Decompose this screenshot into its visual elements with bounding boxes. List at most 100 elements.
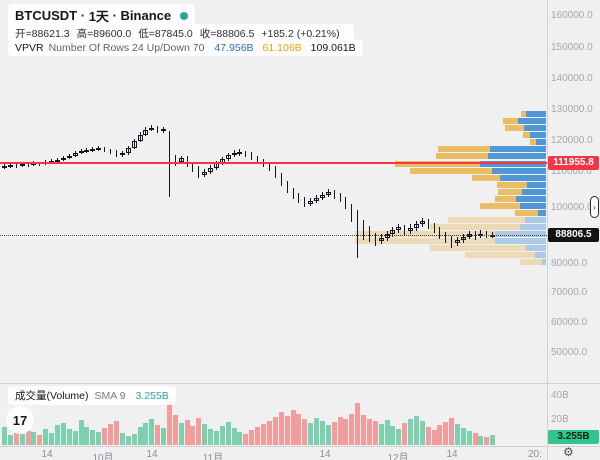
candle-body [20,164,25,166]
vpvr-bar-up [526,245,546,251]
volume-bar [155,425,160,445]
candle-body [67,156,72,158]
volume-bar [349,414,354,445]
volume-bar [314,418,319,445]
candle-wick [181,156,182,164]
volume-legend-title[interactable]: 成交量(Volume) [15,390,89,402]
pane-separator[interactable] [0,383,600,384]
price-tick: 120000.0 [551,135,593,146]
vpvr-bar-down [472,175,500,181]
volume-bar [161,428,166,445]
price-tick: 160000.0 [551,10,593,21]
volume-bar [473,433,478,445]
vpvr-bar-down [497,182,527,188]
candle-wick [398,224,399,233]
vpvr-bar-up [520,203,546,209]
candle-body [455,240,460,243]
volume-bar [8,435,13,445]
volume-bar [279,412,284,445]
time-tick: 12月 [387,453,409,460]
volume-tick: 20B [551,414,569,425]
price-tick: 100000.0 [551,202,593,213]
volume-bar [308,423,313,445]
volume-bar [61,423,66,445]
candle-wick [428,219,429,229]
symbol-name: BTCUSDT [15,8,78,23]
candle-body [379,238,384,241]
volume-bar [31,432,36,445]
candle-wick [328,189,329,197]
volume-bar [484,437,489,445]
vpvr-bar-down [498,189,522,195]
candle-wick [451,236,452,248]
indicator-name[interactable]: VPVR [15,42,44,54]
candle-wick [216,161,217,170]
vpvr-up-volume-value: 47.956B [214,42,254,54]
candle-body [326,192,331,195]
change-value: +185.2 (+0.21%) [261,27,340,40]
candle-body [232,153,237,155]
time-tick: 10月 [92,453,114,460]
candle-wick [486,231,487,238]
interval-label[interactable]: 1天 [88,9,109,24]
candle-wick [210,165,211,174]
gear-icon[interactable]: ⚙ [563,445,574,459]
symbol-legend[interactable]: BTCUSDT · 1天 · Binance [8,4,196,27]
volume-bar [173,415,178,445]
poc-price-line[interactable] [0,162,547,164]
volume-bar [326,425,331,445]
volume-bar [96,432,101,445]
volume-sma-label: SMA 9 [94,389,126,402]
axis-scroll-handle[interactable]: › [590,196,599,218]
volume-bar [43,429,48,445]
candle-body [2,166,7,168]
candle-wick [392,227,393,237]
volume-bar [108,424,113,445]
vpvr-indicator-legend[interactable]: VPVR Number Of Rows 24 Up/Down 70 47.956… [8,40,363,56]
candle-wick [192,162,193,172]
volume-bar [237,432,242,445]
session-clock[interactable]: 20: [528,449,542,460]
volume-tick: 40B [551,390,569,401]
volume-indicator-legend[interactable]: 成交量(Volume) SMA 9 3.255B [8,386,176,405]
candle-wick [351,204,352,222]
candle-body [179,158,184,162]
vpvr-bar-down [503,118,518,124]
volume-bar [190,426,195,445]
volume-bar [390,426,395,445]
candle-wick [275,166,276,178]
volume-bar [338,417,343,445]
vpvr-bar-up [538,210,546,216]
candle-body [237,152,242,154]
vpvr-bar-down [438,146,490,152]
volume-bar [214,431,219,445]
vpvr-bar-up [488,153,546,159]
candle-wick [198,166,199,178]
price-axis-separator [547,0,548,460]
open-value: 开=88621.3 [15,28,70,40]
candle-wick [310,198,311,206]
candle-wick [104,147,105,152]
vpvr-bar-down [505,125,524,131]
candle-wick [293,188,294,199]
volume-bar [132,434,137,445]
candle-wick [110,149,111,154]
volume-bar [385,420,390,445]
vpvr-bar-up [516,196,546,202]
price-tick: 60000.0 [551,317,588,328]
candle-body [308,201,313,204]
vpvr-bar-down [430,224,520,230]
candle-body [138,135,143,141]
candle-body [143,130,148,135]
candle-wick [334,190,335,199]
vpvr-bar-up [492,168,546,174]
vpvr-bar-down [448,217,525,223]
volume-bar [138,427,143,445]
candle-wick [281,173,282,186]
volume-bar [84,427,89,445]
candle-body [8,165,13,167]
vpvr-bar-down [520,259,542,265]
candle-wick [416,221,417,231]
volume-bar [443,422,448,445]
